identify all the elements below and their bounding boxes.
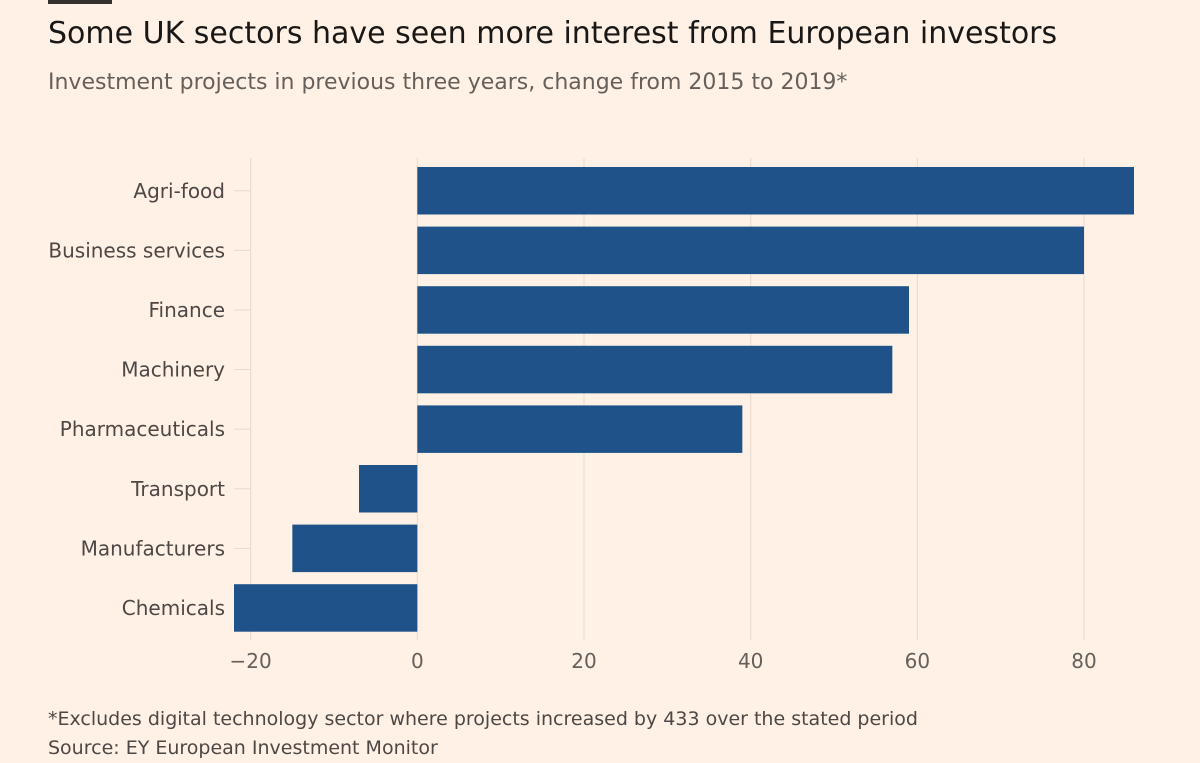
category-label: Transport (130, 477, 225, 501)
x-tick-label: −20 (230, 649, 272, 673)
category-label: Agri-food (133, 179, 225, 203)
category-label: Finance (148, 298, 225, 322)
category-labels: Agri-food Business services Finance Machine… (48, 179, 225, 620)
bar (417, 286, 909, 334)
category-label: Pharmaceuticals (60, 417, 225, 441)
category-label: Machinery (121, 358, 225, 382)
x-tick-label: 40 (738, 649, 763, 673)
top-rule (48, 0, 112, 4)
chart-subtitle: Investment projects in previous three ye… (48, 70, 848, 95)
bar (292, 524, 418, 573)
bar (417, 226, 1084, 275)
bar (417, 167, 1134, 215)
category-label: Manufacturers (81, 536, 225, 560)
source-note: Source: EY European Investment Monitor (48, 737, 438, 759)
category-label: Chemicals (122, 596, 225, 620)
x-tick-label: 20 (571, 649, 596, 673)
x-tick-label: 80 (1071, 649, 1096, 673)
x-tick-label: 60 (905, 649, 930, 673)
x-tick-label: 0 (411, 649, 424, 673)
category-label: Business services (48, 238, 225, 262)
bar (359, 465, 418, 513)
footnote: *Excludes digital technology sector wher… (48, 708, 918, 730)
bar (417, 345, 893, 394)
bars (234, 167, 1134, 632)
bar (234, 584, 418, 632)
x-axis-ticks: −20 0 20 40 60 80 (230, 649, 1097, 673)
bar (417, 405, 743, 453)
chart-title: Some UK sectors have seen more interest … (48, 16, 1058, 51)
bar-chart: Agri-food Business services Finance Machine… (48, 158, 1134, 673)
